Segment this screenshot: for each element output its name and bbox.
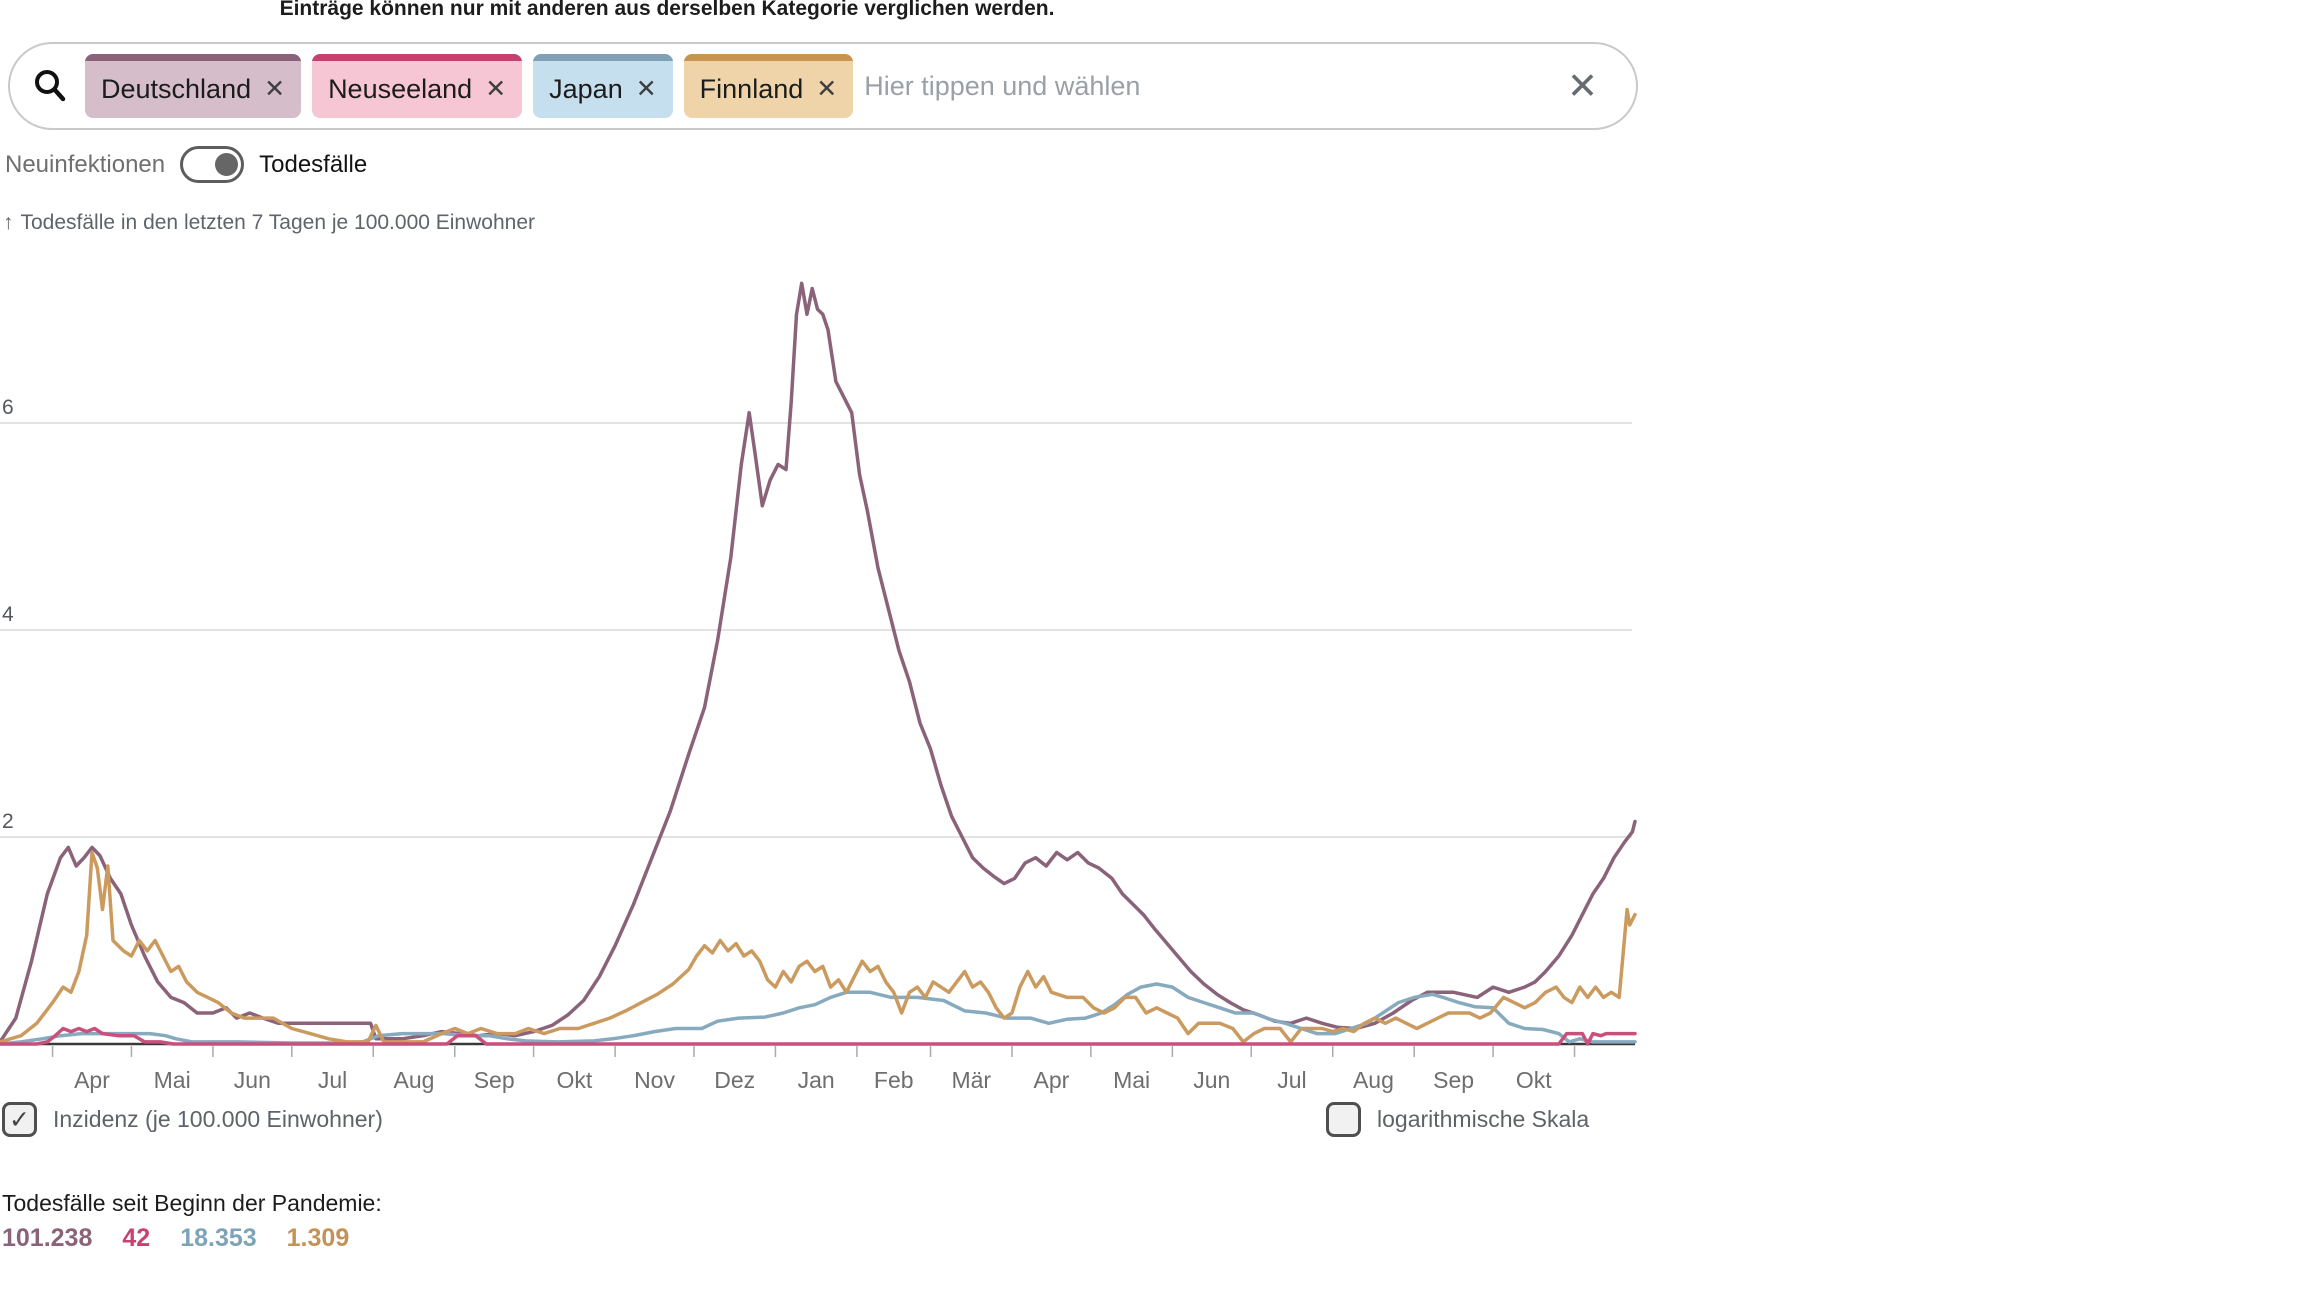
country-tag-neuseeland[interactable]: Neuseeland ✕ — [312, 54, 523, 118]
x-tick-label: Jan — [798, 1067, 835, 1093]
chart-svg: 2 4 6 Apr Mai Jun Jul Aug Sep Okt Nov Dez Jan Feb Mär A… — [0, 281, 1637, 1093]
log-scale-checkbox-label: logarithmische Skala — [1377, 1106, 1590, 1132]
y-tick-label: 6 — [2, 396, 14, 419]
log-scale-option: logarithmische Skala — [1326, 1102, 1589, 1137]
tag-body: Finnland ✕ — [683, 61, 854, 118]
clear-search-icon[interactable]: ✕ — [1566, 65, 1598, 107]
x-tick-label: Nov — [634, 1067, 675, 1093]
y-axis-title-text: Todesfälle in den letzten 7 Tagen je 100… — [20, 211, 536, 234]
x-tick-label: Sep — [474, 1067, 515, 1093]
x-tick-label: Jun — [234, 1067, 271, 1093]
tag-label: Japan — [549, 74, 623, 104]
x-tick-label: Apr — [74, 1067, 110, 1093]
total-deutschland: 101.238 — [2, 1224, 93, 1252]
x-tick-label: Mai — [154, 1067, 191, 1093]
incidence-checkbox[interactable]: ✓ — [2, 1102, 37, 1137]
x-tick-label: Okt — [1516, 1067, 1552, 1093]
x-tick-label: Mai — [1113, 1067, 1150, 1093]
total-finnland: 1.309 — [286, 1224, 350, 1252]
country-search-bar: Deutschland ✕ Neuseeland ✕ Japan ✕ Finnl… — [8, 42, 1638, 130]
tag-color-strip — [312, 54, 523, 61]
x-tick-label: Feb — [874, 1067, 914, 1093]
search-icon — [35, 70, 66, 102]
line-chart: 2 4 6 Apr Mai Jun Jul Aug Sep Okt Nov Dez Jan Feb Mär A… — [0, 230, 1680, 1100]
incidence-checkbox-label: Inzidenz (je 100.000 Einwohner) — [53, 1106, 383, 1132]
toggle-label-neuinfektionen[interactable]: Neuinfektionen — [5, 150, 166, 178]
tag-body: Neuseeland ✕ — [312, 61, 523, 118]
x-tick-label: Jul — [1277, 1067, 1306, 1093]
total-japan: 18.353 — [180, 1224, 257, 1252]
y-tick-label: 4 — [2, 603, 14, 626]
tag-color-strip — [683, 54, 854, 61]
x-tick-label: Aug — [394, 1067, 435, 1093]
x-tick-label: Apr — [1034, 1067, 1070, 1093]
remove-tag-icon[interactable]: ✕ — [264, 75, 286, 103]
series-line-finnland — [0, 850, 1637, 1044]
x-tick-label: Dez — [714, 1067, 755, 1093]
x-tick-label: Sep — [1433, 1067, 1474, 1093]
y-axis-title: ↑ Todesfälle in den letzten 7 Tagen je 10… — [3, 211, 535, 235]
series-line-deutschland — [0, 281, 1637, 1044]
tag-body: Deutschland ✕ — [85, 61, 302, 118]
country-tag-deutschland[interactable]: Deutschland ✕ — [85, 54, 302, 118]
tag-color-strip — [85, 54, 302, 61]
metric-toggle-row: Neuinfektionen Todesfälle — [5, 146, 367, 183]
remove-tag-icon[interactable]: ✕ — [816, 75, 838, 103]
toggle-label-todesfaelle[interactable]: Todesfälle — [259, 150, 368, 178]
remove-tag-icon[interactable]: ✕ — [485, 75, 507, 103]
country-tag-japan[interactable]: Japan ✕ — [533, 54, 673, 118]
totals-row: 101.238 42 18.353 1.309 — [2, 1224, 349, 1253]
tag-body: Japan ✕ — [533, 61, 673, 118]
tag-label: Neuseeland — [328, 74, 473, 104]
tag-color-strip — [533, 54, 673, 61]
up-arrow-icon: ↑ — [3, 211, 14, 234]
x-tick-label: Mär — [951, 1067, 991, 1093]
remove-tag-icon[interactable]: ✕ — [635, 75, 657, 103]
tag-label: Deutschland — [101, 74, 252, 104]
y-tick-label: 2 — [2, 810, 14, 833]
x-tick-label: Okt — [556, 1067, 592, 1093]
x-tick-label: Jul — [318, 1067, 347, 1093]
series-line-neuseeland — [0, 1026, 1637, 1046]
total-neuseeland: 42 — [122, 1224, 151, 1252]
incidence-option: ✓ Inzidenz (je 100.000 Einwohner) — [2, 1102, 383, 1137]
x-tick-label: Aug — [1353, 1067, 1394, 1093]
log-scale-checkbox[interactable] — [1326, 1102, 1361, 1137]
country-tag-finnland[interactable]: Finnland ✕ — [683, 54, 854, 118]
checkmark-icon: ✓ — [9, 1105, 30, 1134]
metric-toggle-switch[interactable] — [180, 146, 245, 183]
totals-heading: Todesfälle seit Beginn der Pandemie: — [2, 1190, 382, 1216]
instruction-text: Einträge können nur mit anderen aus ders… — [279, 0, 1055, 20]
x-tick-label: Jun — [1193, 1067, 1230, 1093]
country-search-input[interactable] — [864, 70, 1536, 102]
tag-label: Finnland — [699, 74, 804, 104]
toggle-knob — [215, 153, 239, 176]
